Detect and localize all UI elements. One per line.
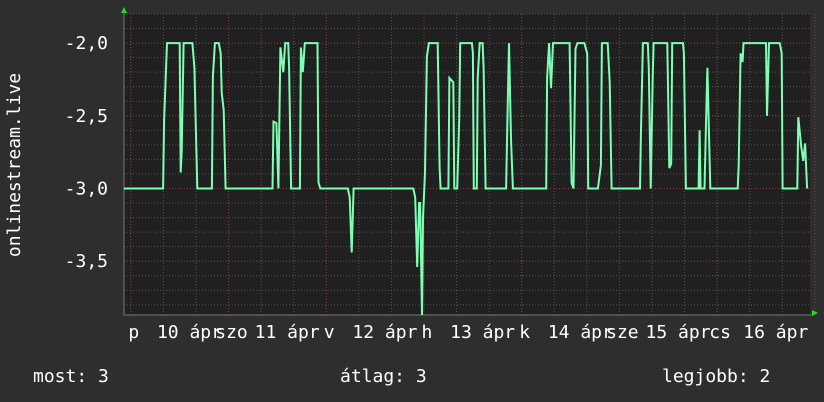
x-tick-label: szo xyxy=(215,322,248,343)
x-tick-label: cs xyxy=(709,322,731,343)
x-tick-label: sze xyxy=(606,322,639,343)
x-tick-label: h xyxy=(422,322,433,343)
x-tick-label: 13 ápr xyxy=(450,322,515,343)
y-tick-label: -2,0 xyxy=(65,33,108,54)
x-tick-label: 12 ápr xyxy=(352,322,417,343)
x-tick-label: 14 ápr xyxy=(548,322,613,343)
legend-average: átlag: 3 xyxy=(340,366,427,387)
x-tick-label: 16 ápr xyxy=(743,322,808,343)
y-tick-label: -3,5 xyxy=(65,251,108,272)
x-tick-label: k xyxy=(519,322,530,343)
x-tick-label: v xyxy=(324,322,335,343)
x-tick-label: 11 ápr xyxy=(255,322,320,343)
y-axis-arrow-icon xyxy=(121,7,127,13)
x-tick-label: p xyxy=(128,322,139,343)
x-tick-label: 15 ápr xyxy=(646,322,711,343)
y-tick-label: -2,5 xyxy=(65,106,108,127)
x-tick-label: 10 ápr xyxy=(157,322,222,343)
series-line xyxy=(124,42,809,316)
plot-area xyxy=(124,14,810,315)
y-axis-label: onlinestream.live xyxy=(4,73,25,257)
legend-best: legjobb: 2 xyxy=(662,366,770,387)
y-tick-label: -3,0 xyxy=(65,178,108,199)
x-axis-arrow-icon xyxy=(812,310,818,316)
axes xyxy=(123,10,814,316)
legend-current: most: 3 xyxy=(33,366,109,387)
y-tick-labels: -2,0 -2,5 -3,0 -3,5 xyxy=(65,33,108,272)
